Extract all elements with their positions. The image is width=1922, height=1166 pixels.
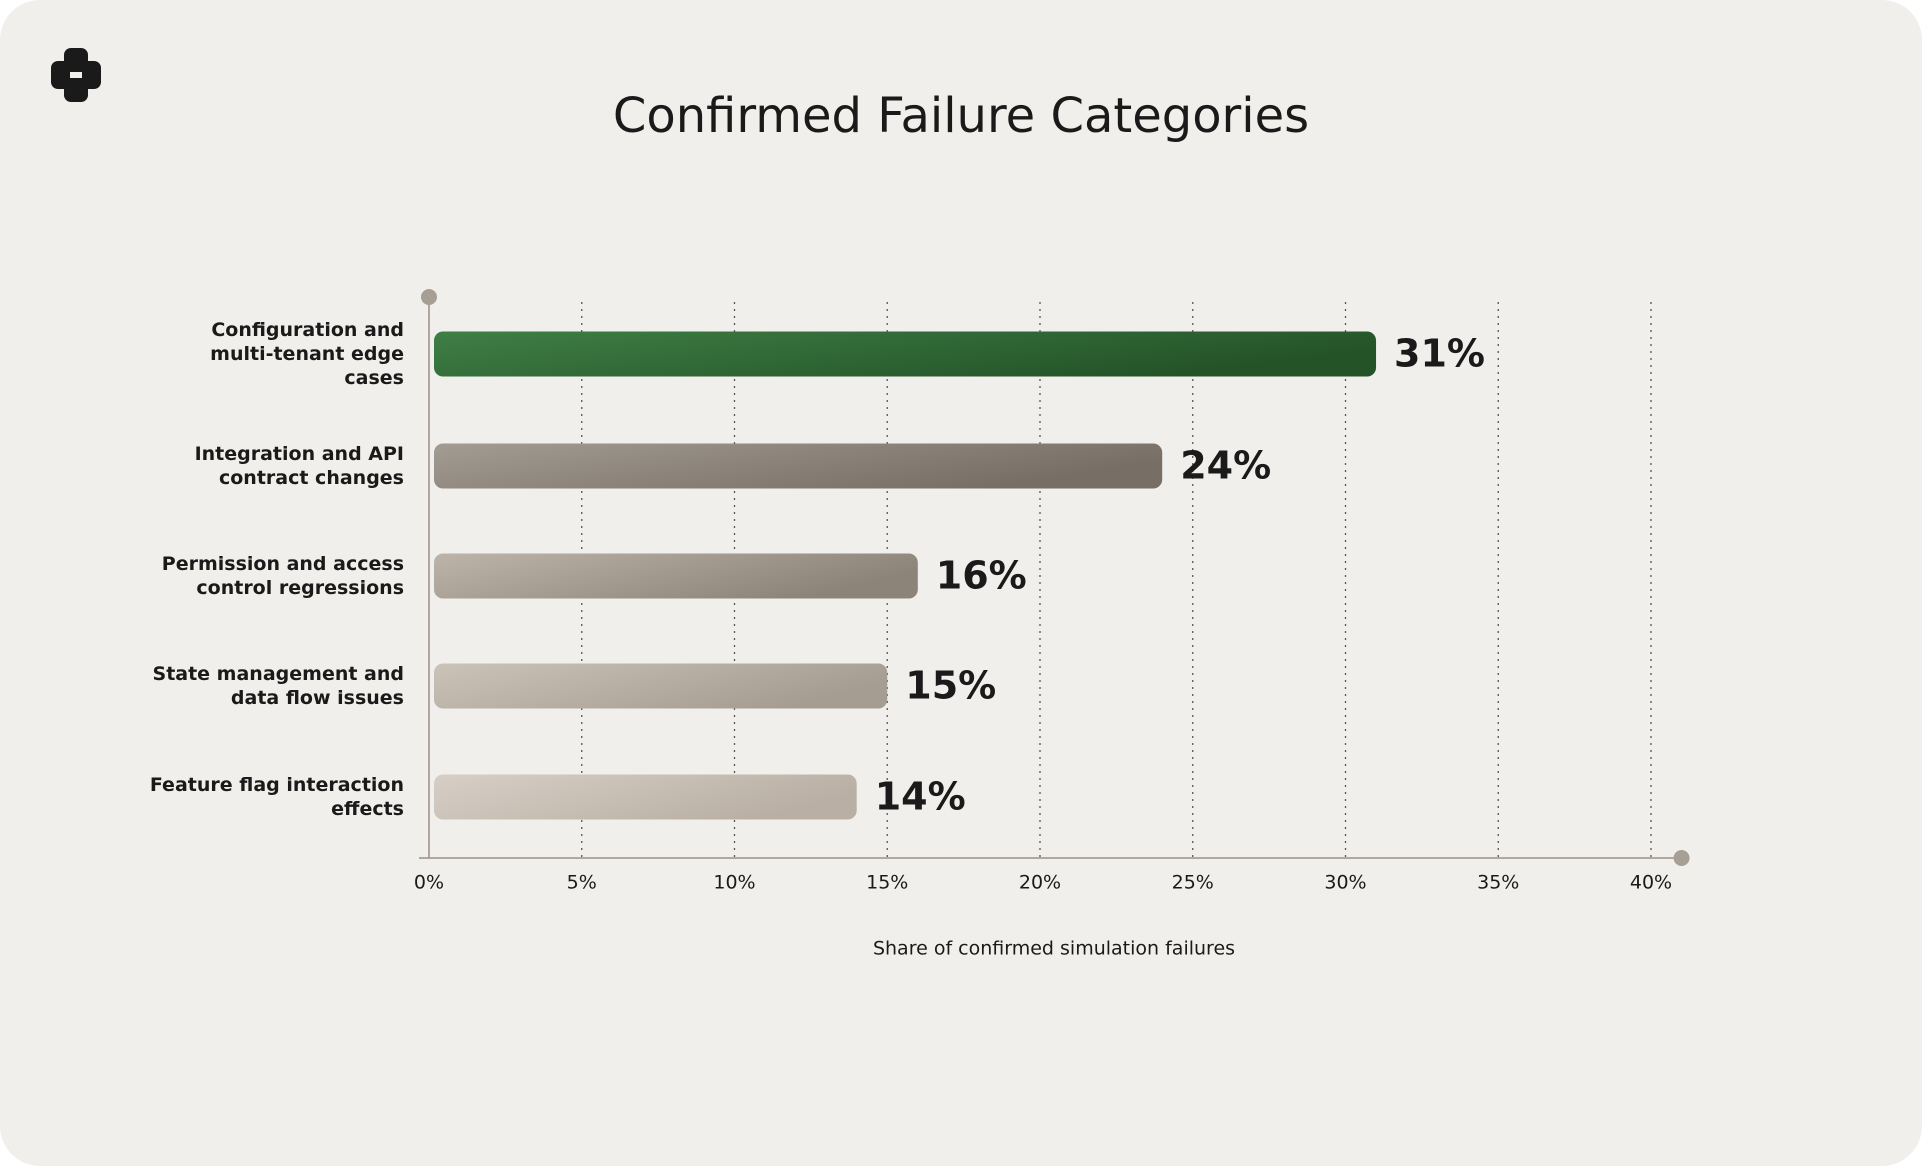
category-label: Configuration and multi-tenant edge case…	[210, 319, 404, 389]
bar	[434, 331, 1377, 377]
bar	[434, 443, 1163, 489]
x-tick-label: 40%	[1630, 872, 1672, 894]
x-tick-label: 10%	[713, 872, 755, 894]
bar	[434, 663, 888, 709]
x-tick-label: 35%	[1477, 872, 1519, 894]
category-label: Permission and access control regression…	[161, 553, 404, 599]
category-label: Feature flag interaction effects	[149, 774, 404, 820]
value-label: 14%	[875, 775, 966, 819]
category-label: Integration and API contract changes	[194, 443, 404, 489]
category-label: State management and data flow issues	[152, 663, 404, 709]
x-axis-label: Share of confirmed simulation failures	[873, 938, 1235, 960]
x-tick-label: 30%	[1324, 872, 1366, 894]
x-tick-label: 5%	[567, 872, 597, 894]
axis-dot	[1673, 850, 1690, 866]
chart-title: Confirmed Failure Categories	[613, 88, 1309, 144]
value-label: 31%	[1394, 332, 1485, 376]
x-tick-label: 15%	[866, 872, 908, 894]
bar	[434, 774, 857, 820]
bar	[434, 553, 918, 599]
x-tick-label: 0%	[414, 872, 444, 894]
logo	[51, 48, 101, 102]
x-tick-label: 20%	[1019, 872, 1061, 894]
axis-dot	[421, 289, 437, 305]
value-label: 15%	[905, 664, 996, 708]
x-tick-label: 25%	[1172, 872, 1214, 894]
value-label: 24%	[1180, 444, 1271, 488]
value-label: 16%	[936, 554, 1027, 598]
